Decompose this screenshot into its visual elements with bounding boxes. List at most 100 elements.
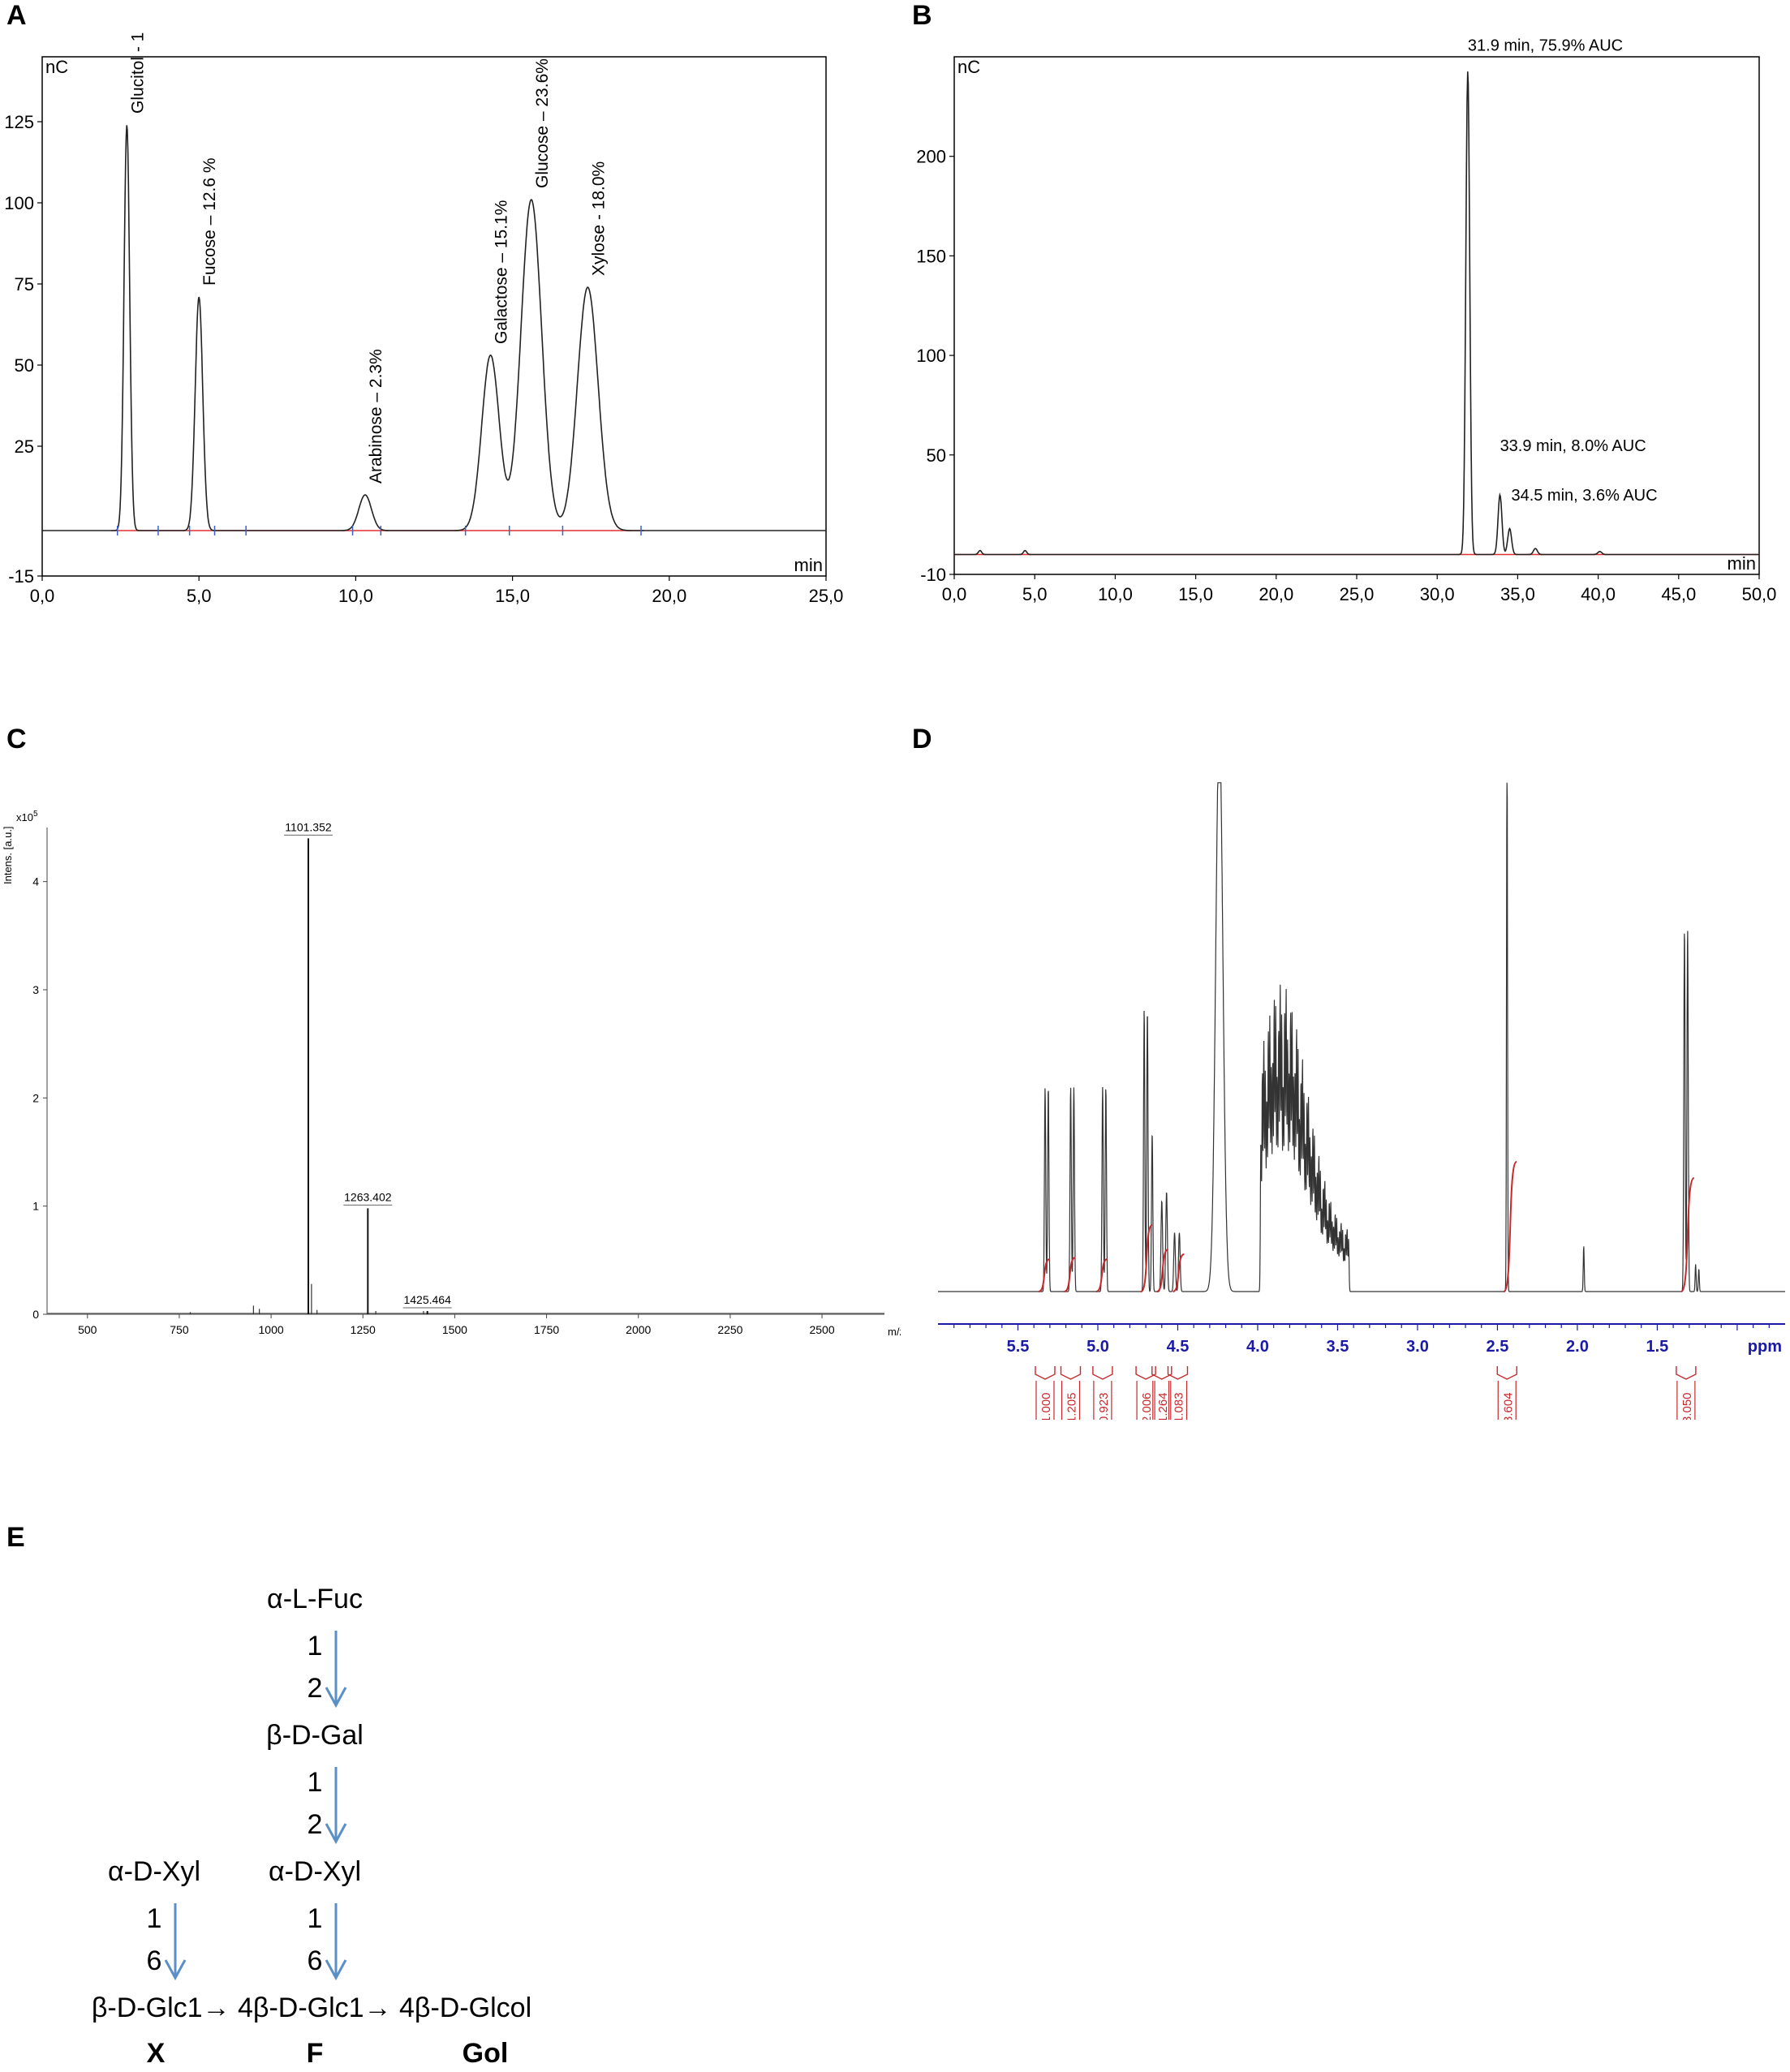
ppm-tick-label: 5.5 — [1007, 1338, 1030, 1356]
integral-bracket — [1167, 1366, 1189, 1380]
label-gol: Gol — [462, 2038, 509, 2069]
integral-curve — [1095, 1258, 1108, 1292]
y-tick-label: 3 — [32, 983, 39, 996]
linkage-number: 6 — [307, 1945, 323, 1976]
panel-letter-a: A — [6, 0, 27, 31]
nmr-spectrum-d: 5.5 5.0 4.5 4.0 3.5 3.0 2.5 2.0 1.5 ppm 1.000 1.205… — [938, 782, 1785, 1420]
y-axis-label: nC — [45, 57, 68, 77]
chromatogram-a: -15 25 50 75 100 125 0,0 5,0 10,0 15,0 20,0 25,0 nC m… — [4, 32, 843, 606]
ppm-tick-label: 2.5 — [1487, 1338, 1509, 1356]
linkage-number: 6 — [146, 1945, 162, 1976]
integral-value: 1.083 — [1172, 1392, 1185, 1420]
y-tick-label: 4 — [32, 875, 39, 888]
x-tick-label: 45,0 — [1661, 584, 1696, 604]
peak-label: Glucitol - 14.2% — [128, 32, 147, 114]
integral-bracket — [1135, 1366, 1156, 1380]
ms-peak-label: 1425.464 — [403, 1293, 451, 1306]
linkage-number: 2 — [307, 1809, 323, 1840]
panel-letter-b: B — [912, 0, 932, 31]
integral-value: 0.923 — [1097, 1392, 1111, 1420]
peak-label: Arabinose – 2.3% — [367, 349, 385, 484]
x-axis-label: min — [794, 555, 823, 575]
x-tick-label: 1250 — [351, 1323, 376, 1336]
x-tick-label: 750 — [170, 1323, 189, 1336]
integral-bracket — [1092, 1366, 1113, 1380]
ppm-tick-label: 4.0 — [1246, 1338, 1269, 1356]
arrowhead — [164, 1959, 187, 1981]
ppm-tick-label: 5.0 — [1086, 1338, 1109, 1356]
integral-curve — [1064, 1257, 1076, 1292]
peak-label: Glucose – 23.6% — [533, 58, 552, 188]
ppm-tick-label: 3.5 — [1327, 1338, 1349, 1356]
y-tick-label: 150 — [916, 246, 946, 266]
x-tick-label: 40,0 — [1581, 584, 1616, 604]
x-tick-label: 1000 — [259, 1323, 284, 1336]
chromatogram-trace — [954, 71, 1759, 556]
ms-peak-label: 1263.402 — [344, 1190, 392, 1203]
integral-value: 1.264 — [1156, 1392, 1170, 1420]
integral-bracket — [1496, 1366, 1517, 1380]
y-tick-label: 0 — [32, 1308, 39, 1321]
panel-letter-c: C — [6, 724, 27, 754]
residue-xylose-mid: α-D-Xyl — [268, 1856, 362, 1887]
integral-bracket — [1060, 1366, 1082, 1380]
glycan-structure-scheme: α-L-Fuc 1 2 β-D-Gal 1 2 α-D-Xyl α-D-Xyl … — [0, 1566, 617, 2072]
residue-fucose: α-L-Fuc — [267, 1584, 363, 1614]
integral-value: 2.006 — [1140, 1392, 1154, 1420]
peak-label: Xylose - 18.0% — [589, 161, 608, 276]
y-tick-label: 200 — [916, 147, 946, 167]
x-tick-label: 0,0 — [942, 584, 967, 604]
linkage-arrows — [164, 1631, 347, 1981]
plot-frame — [41, 56, 827, 577]
peak-label: 34.5 min, 3.6% AUC — [1511, 487, 1657, 505]
x-axis-label: ppm — [1748, 1338, 1782, 1356]
x-tick-label: 10,0 — [338, 586, 373, 606]
integral-curve — [1173, 1253, 1185, 1292]
backbone-chain: β-D-Glc1→ 4β-D-Glc1→ 4β-D-Glcol — [91, 1992, 532, 2023]
peak-label: Fucose – 12.6 % — [200, 157, 219, 286]
x-tick-label: 2000 — [626, 1323, 651, 1336]
y-tick-label: 2 — [32, 1091, 39, 1104]
y-tick-label: 50 — [927, 445, 946, 466]
peak-label: Galactose – 15.1% — [493, 200, 511, 344]
y-tick-label: 125 — [4, 112, 34, 132]
linkage-number: 1 — [307, 1767, 323, 1798]
integral-curve — [1680, 1177, 1695, 1292]
peak-label: 33.9 min, 8.0% AUC — [1500, 437, 1646, 455]
x-tick-label: 20,0 — [1259, 584, 1293, 604]
integral-bracket — [1676, 1366, 1697, 1380]
y-tick-label: 100 — [916, 346, 946, 366]
x-tick-label: 2250 — [717, 1323, 742, 1336]
chromatogram-b: -10 50 100 150 200 0,0 5,0 10,0 15,0 20,0 25,0 30,0… — [916, 37, 1776, 604]
integral-bracket — [1151, 1366, 1173, 1380]
integral-value: 3.050 — [1680, 1392, 1694, 1420]
x-tick-label: 1750 — [534, 1323, 559, 1336]
y-scale-factor: x105 — [16, 810, 38, 823]
x-tick-label: 1500 — [442, 1323, 467, 1336]
ppm-tick-label: 4.5 — [1167, 1338, 1190, 1356]
residue-xylose-left: α-D-Xyl — [107, 1856, 201, 1887]
x-tick-label: 5,0 — [187, 586, 212, 606]
x-tick-label: 15,0 — [1178, 584, 1213, 604]
y-tick-label: 50 — [15, 355, 34, 376]
integral-curve — [1140, 1224, 1153, 1292]
linkage-number: 2 — [307, 1673, 323, 1704]
chromatogram-trace — [42, 125, 826, 531]
integral-value: 1.205 — [1065, 1392, 1078, 1420]
residue-galactose: β-D-Gal — [266, 1720, 364, 1751]
x-axis-label: min — [1728, 553, 1756, 574]
linkage-number: 1 — [146, 1903, 162, 1934]
arrowhead — [325, 1959, 347, 1981]
y-tick-label: -10 — [920, 565, 946, 585]
integral-curve — [1038, 1258, 1051, 1292]
x-tick-label: 20,0 — [652, 586, 686, 606]
linkage-number: 1 — [307, 1903, 323, 1934]
y-axis-label: Intens. [a.u.] — [2, 826, 14, 884]
label-f: F — [306, 2038, 324, 2069]
x-tick-label: 500 — [78, 1323, 97, 1336]
label-x: X — [146, 2038, 166, 2069]
y-tick-label: 25 — [15, 436, 34, 457]
ppm-tick-label: 2.0 — [1566, 1338, 1589, 1356]
integral-value: 1.000 — [1039, 1392, 1053, 1420]
ppm-tick-label: 3.0 — [1406, 1338, 1429, 1356]
